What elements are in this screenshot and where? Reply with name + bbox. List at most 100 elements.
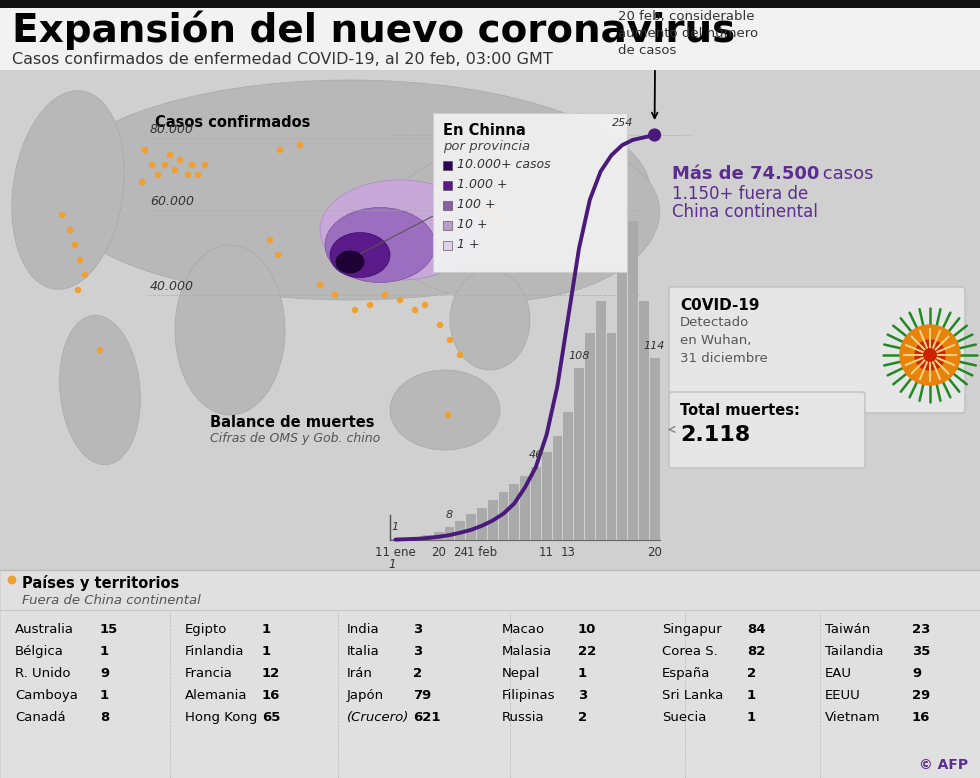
Point [180, 169, 196, 181]
Text: 1: 1 [262, 623, 271, 636]
Text: EAU: EAU [825, 667, 852, 680]
Bar [488, 500, 498, 540]
Text: 12: 12 [262, 667, 280, 680]
Text: 9: 9 [912, 667, 921, 680]
Text: 79: 79 [413, 689, 431, 702]
Point [62, 224, 77, 237]
Bar [443, 241, 452, 250]
Ellipse shape [60, 315, 140, 464]
Point [92, 344, 108, 356]
Text: 1: 1 [578, 667, 587, 680]
Text: 254: 254 [612, 118, 633, 128]
Text: 1.150+ fuera de: 1.150+ fuera de [672, 185, 808, 203]
Point [54, 209, 70, 221]
Text: 621: 621 [413, 711, 440, 724]
Bar [510, 484, 519, 540]
Bar [0, 70, 980, 570]
Text: 114: 114 [644, 342, 665, 351]
Text: 16: 16 [912, 711, 930, 724]
Bar [443, 181, 452, 190]
Text: Egipto: Egipto [185, 623, 227, 636]
Text: 1: 1 [747, 711, 757, 724]
Bar [650, 358, 660, 540]
Text: Japón: Japón [347, 689, 384, 702]
Text: Italia: Italia [347, 645, 380, 658]
Point [647, 129, 662, 142]
Bar [423, 535, 433, 540]
Text: 1 feb: 1 feb [466, 546, 497, 559]
Text: 3: 3 [413, 623, 422, 636]
Text: 1: 1 [100, 689, 109, 702]
Bar [401, 538, 411, 540]
Text: 1: 1 [388, 558, 396, 571]
Point [407, 303, 422, 316]
Text: Filipinas: Filipinas [502, 689, 556, 702]
Text: EEUU: EEUU [825, 689, 860, 702]
Text: 1: 1 [262, 645, 271, 658]
Text: 108: 108 [568, 351, 590, 361]
Circle shape [900, 325, 960, 385]
Text: 9: 9 [100, 667, 109, 680]
Text: 20: 20 [647, 546, 662, 559]
Text: Tailandia: Tailandia [825, 645, 884, 658]
Text: 35: 35 [912, 645, 930, 658]
Bar [456, 520, 466, 540]
Text: 2: 2 [578, 711, 587, 724]
Text: 24: 24 [453, 546, 467, 559]
Ellipse shape [330, 233, 390, 278]
Point [68, 239, 83, 251]
Bar [390, 539, 400, 540]
Text: 11 ene: 11 ene [375, 546, 416, 559]
Point [313, 279, 328, 291]
Ellipse shape [12, 91, 124, 289]
Bar [639, 301, 649, 540]
Point [452, 349, 467, 361]
Point [272, 144, 288, 156]
Text: 8: 8 [446, 510, 453, 520]
Point [440, 408, 456, 421]
Text: 1.000 +: 1.000 + [457, 177, 508, 191]
Text: 13: 13 [561, 546, 575, 559]
Text: En Chinna: En Chinna [443, 123, 525, 138]
Point [392, 294, 408, 307]
Text: 10: 10 [578, 623, 597, 636]
Text: Sri Lanka: Sri Lanka [662, 689, 723, 702]
Text: Bélgica: Bélgica [15, 645, 64, 658]
Text: Balance de muertes: Balance de muertes [210, 415, 374, 430]
Text: 100 +: 100 + [457, 198, 496, 211]
Ellipse shape [450, 270, 530, 370]
FancyBboxPatch shape [669, 287, 965, 413]
Bar [434, 532, 444, 540]
Bar [607, 333, 616, 540]
Point [190, 169, 206, 181]
Point [482, 204, 498, 216]
Text: por provincia: por provincia [443, 140, 530, 153]
Text: 3: 3 [413, 645, 422, 658]
FancyBboxPatch shape [433, 113, 627, 272]
Point [432, 319, 448, 331]
Ellipse shape [325, 208, 435, 282]
Text: 65: 65 [262, 711, 280, 724]
Point [363, 299, 378, 311]
Bar [443, 221, 452, 230]
Text: Suecia: Suecia [662, 711, 707, 724]
Text: 23: 23 [912, 623, 930, 636]
Text: Corea S.: Corea S. [662, 645, 717, 658]
Text: 2: 2 [413, 667, 422, 680]
Bar [617, 135, 627, 540]
Text: 80.000: 80.000 [150, 123, 194, 136]
Text: 15: 15 [100, 623, 119, 636]
Bar [531, 467, 541, 540]
Point [377, 289, 393, 301]
Bar [0, 0, 980, 8]
Text: Canadá: Canadá [15, 711, 66, 724]
Point [270, 249, 286, 261]
Text: 84: 84 [747, 623, 765, 636]
Point [4, 574, 20, 587]
Bar [413, 537, 422, 540]
Text: Total muertes:: Total muertes: [680, 403, 800, 418]
Text: casos: casos [817, 165, 873, 183]
Ellipse shape [175, 245, 285, 415]
Text: China continental: China continental [672, 203, 818, 221]
Point [77, 268, 93, 281]
